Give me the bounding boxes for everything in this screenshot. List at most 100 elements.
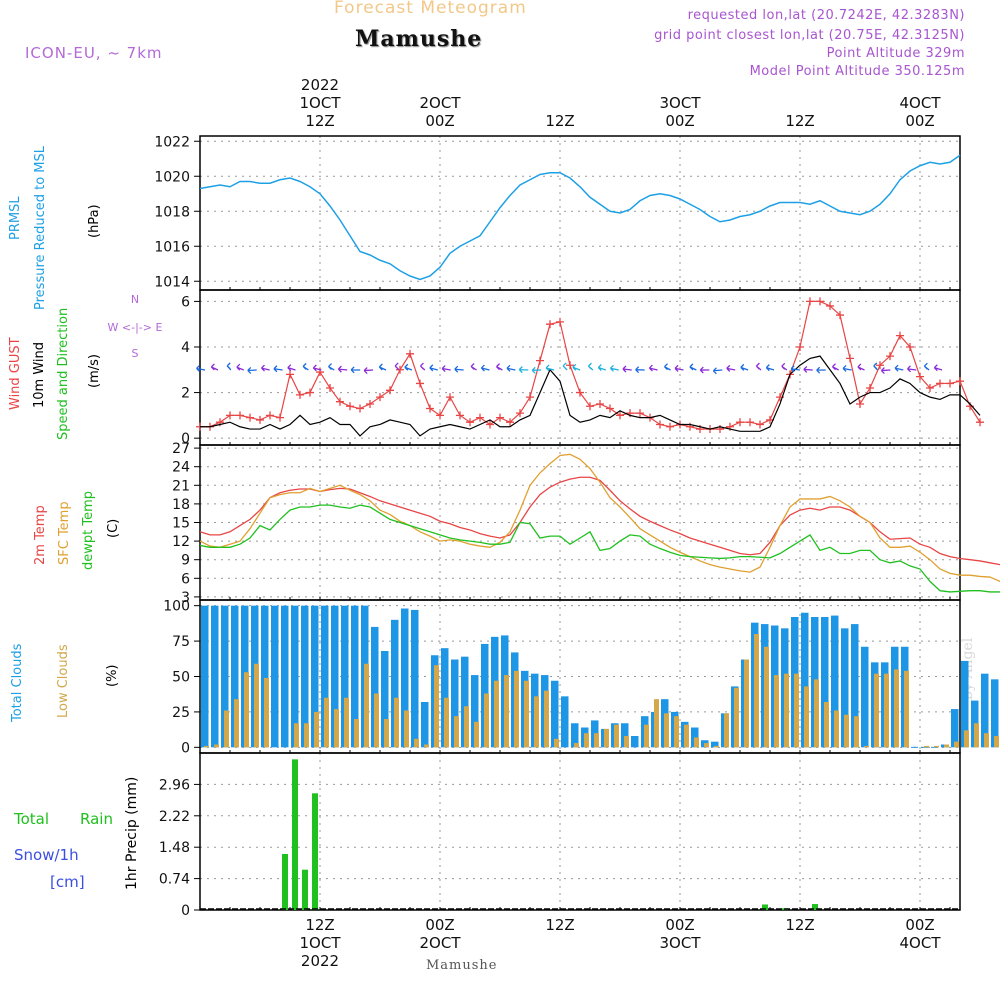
wind-gust-marker <box>886 352 894 361</box>
time-label-bottom: 1OCT <box>300 934 342 952</box>
y-tick-label-clouds: 50 <box>172 670 190 686</box>
wind-gust-marker <box>896 331 904 340</box>
wind-gust-marker <box>326 384 334 393</box>
low-clouds-bar <box>784 673 789 748</box>
rain-bar <box>812 904 818 910</box>
low-clouds-bar <box>244 672 249 748</box>
y-tick-label-temperature: 24 <box>172 460 190 476</box>
wind-direction-barb <box>635 366 645 374</box>
y-tick-label-precip: 2.96 <box>159 777 190 793</box>
wind-gust-marker <box>956 377 964 386</box>
wind-direction-barb <box>363 367 374 375</box>
wind-gust-marker <box>426 404 434 413</box>
wind-gust-marker <box>436 411 444 420</box>
wind-direction-barb <box>689 363 697 371</box>
y-tick-label-clouds: 100 <box>163 599 190 615</box>
total-clouds-bar <box>351 605 359 748</box>
total-clouds-bar <box>261 605 269 748</box>
wind-gust-marker <box>746 418 754 427</box>
wind-direction-barb <box>261 364 270 372</box>
low-clouds-bar <box>794 673 799 748</box>
wind-gust-marker <box>376 393 384 402</box>
wind-direction-barb <box>562 362 568 371</box>
wind-gust-marker <box>516 409 524 418</box>
low-clouds-bar <box>434 665 439 748</box>
wind-gust-marker <box>236 411 244 420</box>
wind-unit: (m/s) <box>87 354 102 388</box>
low-clouds-bar <box>654 699 659 748</box>
time-label-top: 00Z <box>665 112 694 130</box>
time-label-top: 2OCT <box>420 94 462 112</box>
wind-gust-marker <box>736 418 744 427</box>
total-clouds-bar <box>421 702 429 748</box>
total-clouds-bar <box>301 605 309 748</box>
time-label-top: 1OCT <box>300 94 342 112</box>
wind-direction-barb <box>506 364 516 372</box>
y-tick-label-temperature: 18 <box>172 497 190 513</box>
wind-direction-barb <box>832 363 839 371</box>
wind-direction-barb <box>470 362 477 371</box>
low-clouds-bar <box>334 709 339 748</box>
wind-gust-marker <box>366 399 374 408</box>
wind-legend-speed-direction: Speed and Direction <box>56 307 71 440</box>
y-tick-label-temperature: 9 <box>181 553 190 569</box>
y-tick-label-wind: 0 <box>181 431 190 447</box>
low-clouds-bar <box>224 710 229 748</box>
total-clouds-bar <box>281 605 289 748</box>
wind-gust-marker <box>356 404 364 413</box>
wind-gust-marker <box>596 399 604 408</box>
wind-direction-barb <box>664 363 671 371</box>
low-clouds-bar <box>854 716 859 748</box>
wind-gust-marker <box>566 361 574 370</box>
low-clouds-bar <box>774 675 779 748</box>
low-clouds-bar <box>834 710 839 748</box>
total-clouds-bar <box>621 723 629 748</box>
low-clouds-bar <box>944 744 949 748</box>
low-clouds-bar <box>394 697 399 748</box>
time-label-top: 00Z <box>425 112 454 130</box>
forecast-meteogram-title: Forecast Meteogram <box>334 0 527 18</box>
low-clouds-bar <box>354 719 359 748</box>
y-tick-label-wind: 4 <box>181 340 190 356</box>
wind-direction-barb <box>816 366 826 374</box>
precip-legend-cm: [cm] <box>50 873 85 891</box>
total-clouds-bar <box>371 626 379 748</box>
wind-direction-barb <box>350 366 361 374</box>
total-clouds-bar <box>291 605 299 748</box>
low-clouds-bar <box>484 693 489 748</box>
y-tick-label-temperature: 27 <box>172 441 190 457</box>
low-clouds-bar <box>974 723 979 748</box>
low-clouds-bar <box>594 733 599 748</box>
wind-direction-barb <box>545 364 555 372</box>
total-clouds-bar <box>201 605 209 748</box>
time-label-bottom: 3OCT <box>660 934 702 952</box>
temp-legend-sfc: SFC Temp <box>57 501 72 565</box>
wind-direction-barb <box>394 362 400 371</box>
wind-gust-marker <box>576 388 584 397</box>
wind-direction-barb <box>572 363 581 371</box>
wind-direction-barb <box>454 365 464 373</box>
wind-direction-barb <box>302 362 309 371</box>
low-clouds-bar <box>754 634 759 748</box>
wind-gust-marker <box>386 386 394 395</box>
low-clouds-bar <box>454 716 459 748</box>
wind-direction-barb <box>312 364 322 372</box>
low-clouds-bar <box>954 741 959 748</box>
total-clouds-bar <box>851 624 859 748</box>
wind-direction-barb <box>842 365 852 372</box>
low-clouds-bar <box>544 690 549 748</box>
time-label-bottom: 12Z <box>305 916 334 934</box>
wind-direction-barb <box>894 364 904 372</box>
total-clouds-bar <box>691 727 699 748</box>
wind-gust-marker <box>856 399 864 408</box>
low-clouds-bar <box>664 713 669 748</box>
wind-gust-marker <box>246 413 254 422</box>
wind-direction-barb <box>873 362 878 371</box>
y-tick-label-wind: 2 <box>181 386 190 402</box>
low-clouds-bar <box>694 737 699 748</box>
y-tick-label-clouds: 25 <box>172 705 190 721</box>
low-clouds-bar <box>414 738 419 748</box>
total-clouds-bar <box>551 680 559 748</box>
total-clouds-bar <box>711 741 719 748</box>
low-clouds-bar <box>474 721 479 748</box>
